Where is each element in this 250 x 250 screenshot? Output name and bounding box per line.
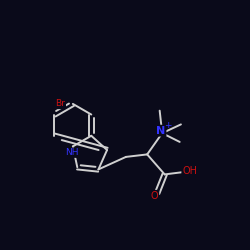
Text: OH: OH <box>182 166 197 176</box>
Text: +: + <box>164 121 172 130</box>
Text: O: O <box>151 191 158 201</box>
Text: NH: NH <box>65 148 78 157</box>
Text: Br: Br <box>56 100 65 108</box>
Text: N: N <box>156 126 166 136</box>
